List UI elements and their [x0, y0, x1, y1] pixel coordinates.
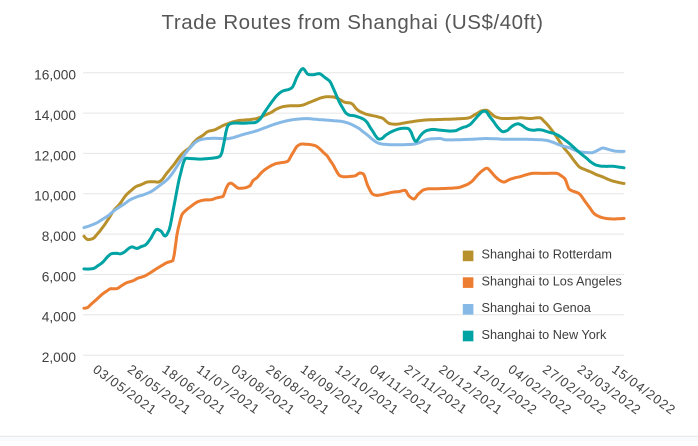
svg-text:2,000: 2,000: [42, 350, 77, 365]
svg-text:8,000: 8,000: [42, 229, 77, 244]
svg-text:12,000: 12,000: [34, 148, 76, 163]
svg-text:Shanghai to New York: Shanghai to New York: [482, 328, 608, 342]
svg-text:6,000: 6,000: [42, 269, 77, 284]
svg-text:Shanghai to Los Angeles: Shanghai to Los Angeles: [482, 274, 622, 288]
svg-text:Shanghai to Genoa: Shanghai to Genoa: [482, 301, 592, 315]
svg-text:4,000: 4,000: [42, 310, 77, 325]
svg-text:Trade Routes from Shanghai (US: Trade Routes from Shanghai (US$/40ft): [162, 11, 544, 34]
svg-text:10,000: 10,000: [34, 189, 76, 204]
svg-text:Shanghai to Rotterdam: Shanghai to Rotterdam: [482, 248, 612, 262]
svg-text:16,000: 16,000: [34, 68, 76, 83]
svg-text:14,000: 14,000: [34, 108, 76, 123]
